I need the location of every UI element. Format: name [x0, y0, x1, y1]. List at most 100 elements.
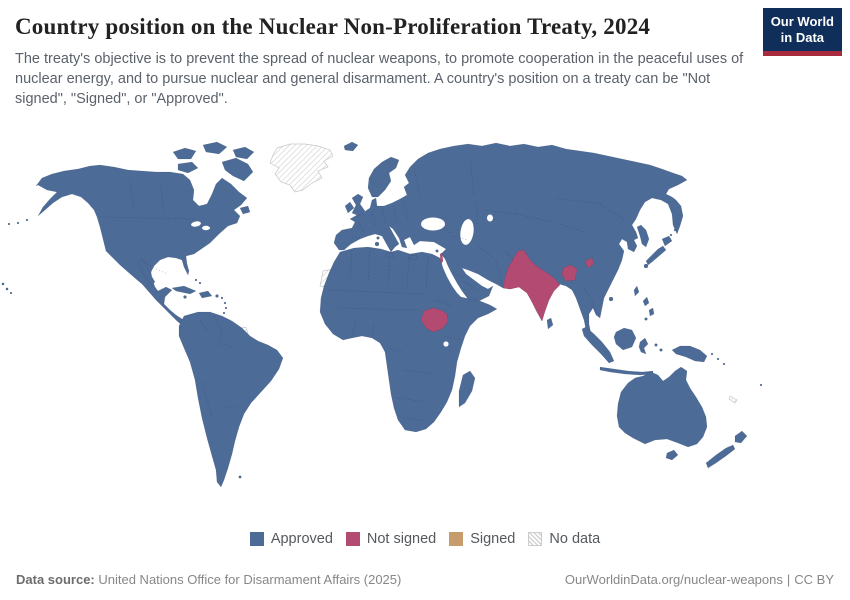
footer-right: OurWorldinData.org/nuclear-weapons | CC BY: [565, 572, 834, 587]
region-antilles-3[interactable]: [224, 306, 228, 310]
caspian-sea: [460, 219, 474, 245]
region-bahamas-1[interactable]: [194, 278, 198, 282]
region-newfoundland[interactable]: [239, 205, 251, 215]
region-moluccas-1[interactable]: [654, 343, 658, 347]
region-falklands[interactable]: [238, 475, 242, 479]
region-puerto-rico[interactable]: [215, 294, 219, 298]
region-north-america[interactable]: [35, 164, 248, 328]
region-iceland[interactable]: [343, 141, 359, 152]
region-aleutians-3[interactable]: [7, 222, 11, 226]
legend-item-no-data[interactable]: No data: [528, 531, 600, 547]
legend-item-not-signed[interactable]: Not signed: [345, 531, 437, 547]
region-philippines-1[interactable]: [644, 317, 648, 321]
region-fiji[interactable]: [759, 383, 763, 387]
owid-logo[interactable]: Our World in Data: [762, 8, 842, 56]
region-cuba[interactable]: [171, 285, 197, 295]
country-india-arunachal[interactable]: [584, 257, 595, 269]
region-new-caledonia[interactable]: [728, 395, 738, 404]
owid-logo-line2: in Data: [780, 30, 825, 46]
region-kyushu[interactable]: [643, 263, 649, 269]
country-israel[interactable]: [439, 252, 444, 265]
footer-separator: |: [786, 572, 791, 587]
region-eurasia[interactable]: [333, 142, 688, 335]
region-philippines-luzon[interactable]: [642, 296, 650, 307]
region-hainan[interactable]: [608, 296, 614, 302]
legend-label-approved: Approved: [270, 531, 333, 547]
country-india-pakistan[interactable]: [502, 249, 561, 322]
region-tasmania[interactable]: [665, 449, 679, 461]
region-nz-south-island[interactable]: [705, 444, 736, 469]
region-philippines-mindanao[interactable]: [648, 307, 655, 317]
great-lake-1: [191, 221, 201, 227]
region-australia[interactable]: [616, 366, 708, 448]
world-map-svg[interactable]: [0, 140, 850, 520]
aral-sea: [487, 214, 493, 222]
region-hawaii-3[interactable]: [9, 291, 13, 295]
country-south-sudan[interactable]: [420, 307, 449, 333]
region-sumatra[interactable]: [581, 326, 615, 364]
region-baffin-island[interactable]: [221, 157, 254, 182]
world-map[interactable]: [0, 140, 850, 520]
region-ireland[interactable]: [344, 201, 355, 214]
legend-swatch-not-signed: [345, 532, 360, 546]
region-sulawesi[interactable]: [638, 337, 649, 355]
region-corsica[interactable]: [376, 236, 380, 240]
region-hawaii-2[interactable]: [5, 287, 9, 291]
region-kuril-2[interactable]: [673, 228, 677, 232]
region-madagascar[interactable]: [458, 370, 476, 408]
black-sea: [421, 217, 445, 231]
region-greenland[interactable]: [269, 143, 334, 193]
chart-footer: Data source: United Nations Office for D…: [16, 572, 834, 587]
region-bahamas-2[interactable]: [198, 281, 202, 285]
legend-label-not-signed: Not signed: [366, 531, 437, 547]
region-arctic-island-1[interactable]: [172, 147, 197, 160]
region-arctic-island-3[interactable]: [232, 146, 255, 160]
region-nz-north-island[interactable]: [734, 430, 748, 444]
region-jamaica[interactable]: [183, 295, 187, 299]
legend-swatch-no-data: [528, 532, 543, 546]
great-lake-2: [202, 225, 210, 231]
region-hawaii-1[interactable]: [1, 282, 5, 286]
region-hispaniola[interactable]: [198, 290, 213, 299]
region-solomons-2[interactable]: [716, 357, 720, 361]
region-victoria-island[interactable]: [177, 161, 199, 174]
lake-victoria: [443, 341, 449, 347]
region-baja-california[interactable]: [137, 258, 156, 286]
region-sakhalin[interactable]: [636, 224, 650, 248]
chart-header: Country position on the Nuclear Non-Prol…: [0, 0, 850, 109]
region-honshu[interactable]: [645, 245, 667, 266]
region-scandinavia[interactable]: [367, 156, 400, 198]
region-new-guinea[interactable]: [671, 345, 708, 363]
legend-swatch-approved: [249, 532, 264, 546]
region-great-britain[interactable]: [351, 193, 366, 217]
region-moluccas-2[interactable]: [659, 348, 663, 352]
page-title: Country position on the Nuclear Non-Prol…: [15, 14, 651, 39]
region-crete[interactable]: [408, 254, 418, 261]
country-borders: [99, 157, 629, 421]
region-solomons-3[interactable]: [722, 362, 726, 366]
region-sardinia[interactable]: [374, 241, 380, 247]
region-hokkaido[interactable]: [661, 235, 673, 247]
region-antilles-4[interactable]: [222, 311, 226, 315]
country-india-northeast[interactable]: [561, 264, 578, 282]
region-borneo[interactable]: [613, 327, 637, 351]
region-aleutians-2[interactable]: [16, 221, 20, 225]
legend-item-approved[interactable]: Approved: [249, 531, 333, 547]
region-java[interactable]: [599, 366, 654, 376]
region-solomons-1[interactable]: [710, 352, 714, 356]
region-taiwan[interactable]: [633, 285, 640, 297]
region-arctic-island-2[interactable]: [202, 141, 228, 155]
chart-subtitle: The treaty's objective is to prevent the…: [15, 51, 744, 107]
region-kuril-1[interactable]: [669, 233, 673, 237]
data-source: Data source: United Nations Office for D…: [16, 572, 401, 587]
region-sicily[interactable]: [385, 251, 395, 259]
region-antilles-2[interactable]: [223, 301, 227, 305]
region-antilles-1[interactable]: [220, 296, 224, 300]
legend-item-signed[interactable]: Signed: [449, 531, 515, 547]
region-south-america[interactable]: [178, 311, 284, 488]
region-cyprus[interactable]: [435, 249, 439, 253]
region-africa[interactable]: [319, 246, 498, 433]
region-aleutians-1[interactable]: [25, 218, 29, 222]
region-sri-lanka[interactable]: [546, 317, 554, 330]
